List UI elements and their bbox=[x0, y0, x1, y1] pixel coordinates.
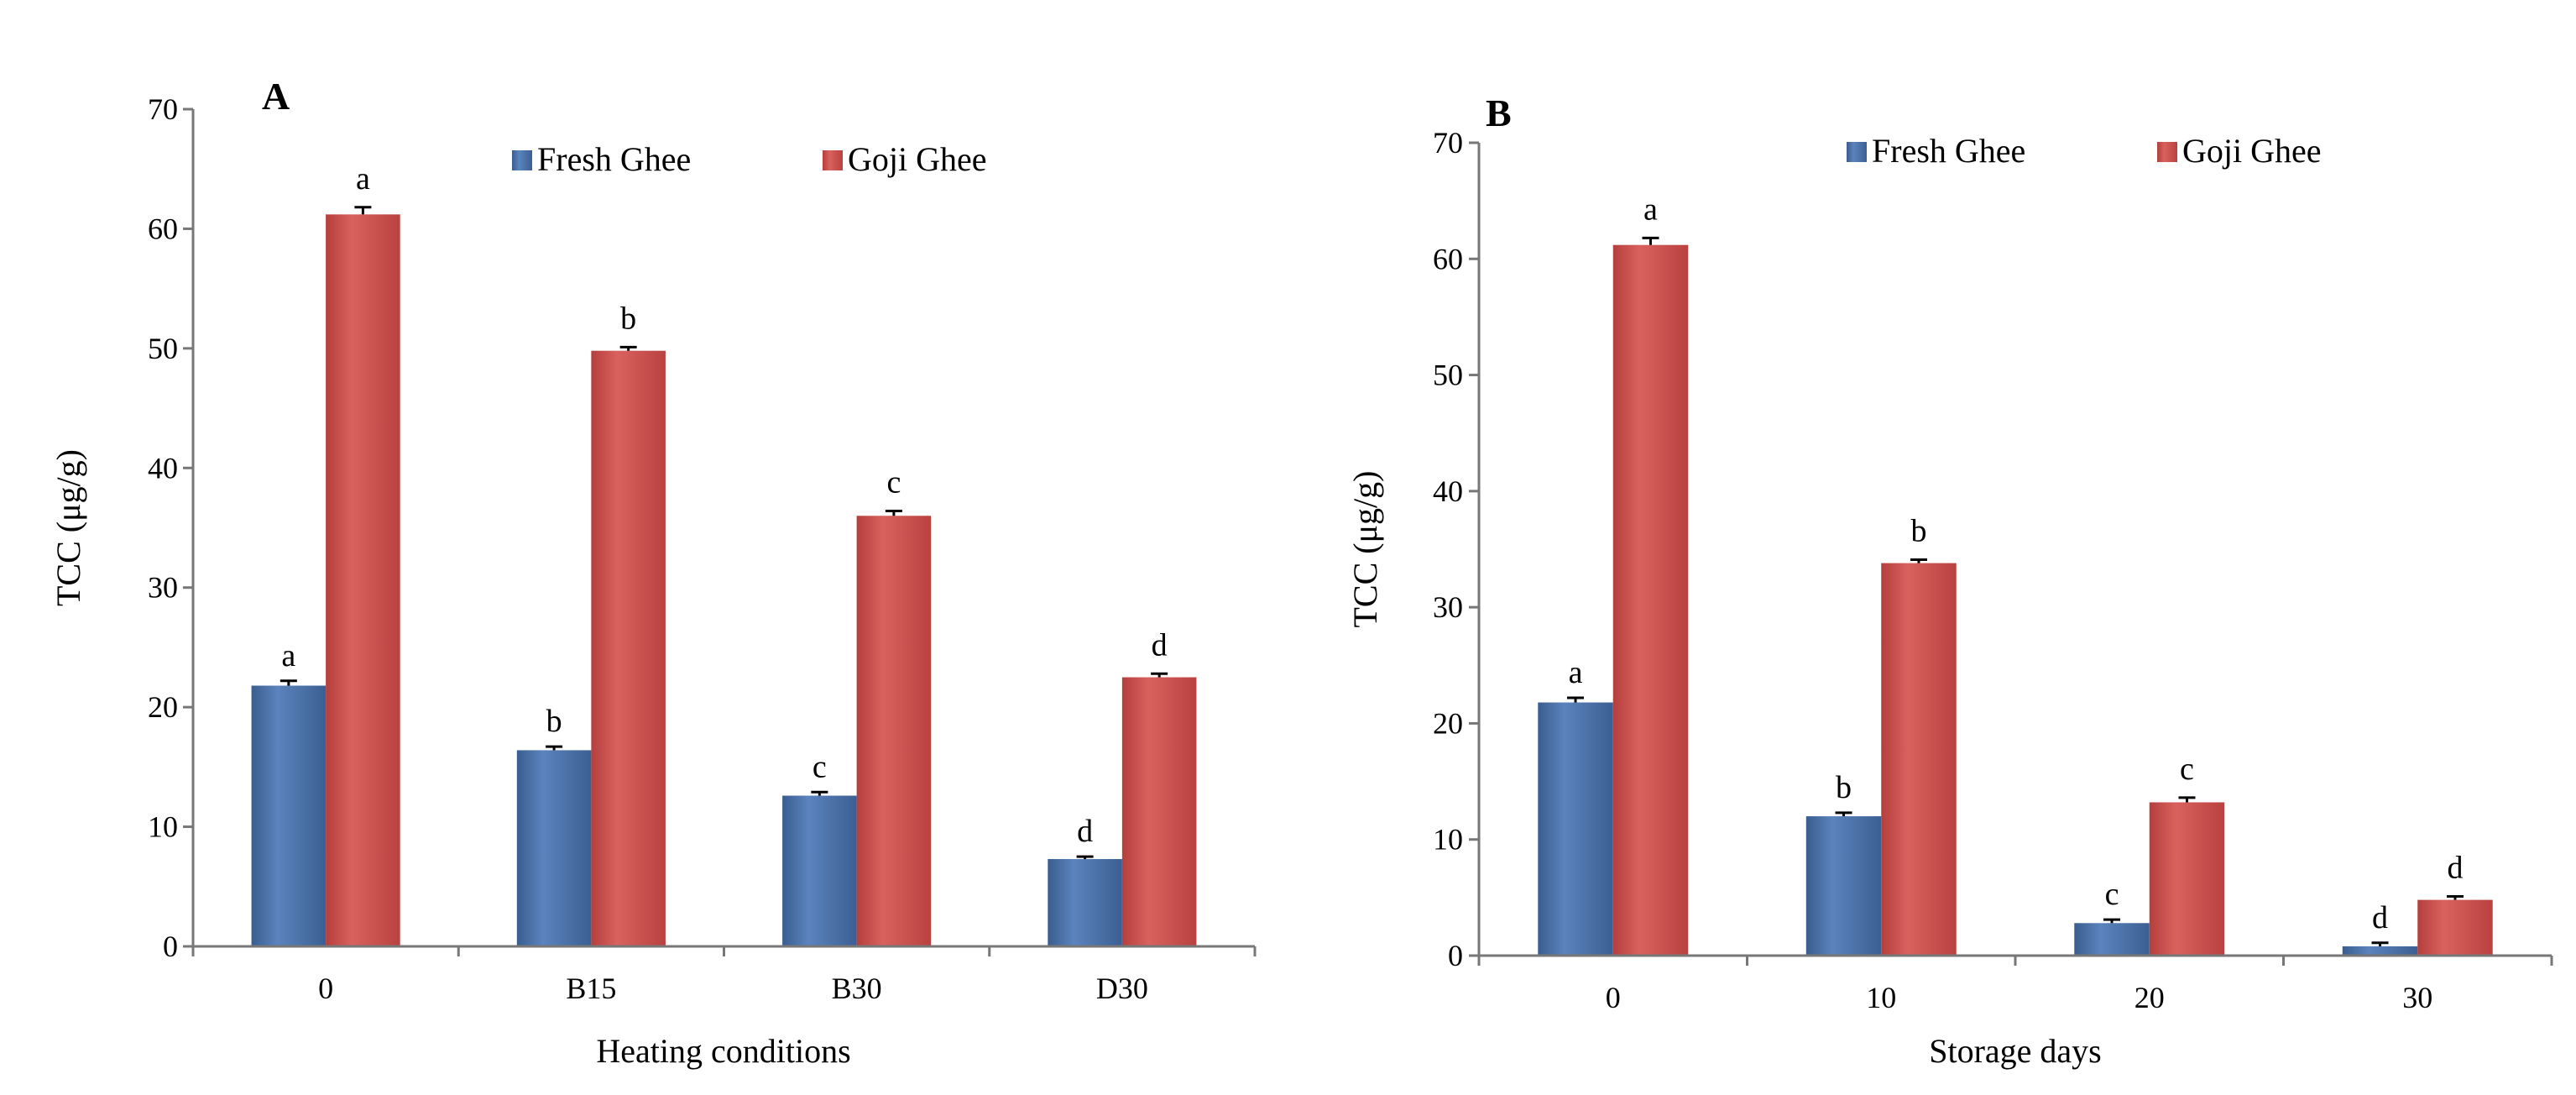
y-tick-label: 10 bbox=[1433, 823, 1463, 857]
y-tick-label: 0 bbox=[163, 930, 178, 963]
bar-goji-ghee-2 bbox=[856, 516, 932, 946]
legend-swatch bbox=[823, 150, 843, 170]
significance-letter-0-0: a bbox=[281, 638, 295, 673]
significance-letter-1-0: a bbox=[356, 161, 370, 196]
y-tick-label: 40 bbox=[148, 451, 178, 485]
bar-goji-ghee-0 bbox=[326, 214, 400, 946]
chart-panel-b: a b c d a b c d 0 10 20 30 40 50 60 70 0 10 20 30 Storage da… bbox=[1346, 92, 2553, 1070]
bar-fresh-ghee-3 bbox=[1048, 859, 1122, 946]
bar-goji-ghee-1 bbox=[591, 350, 666, 947]
significance-letter-0-1: b bbox=[546, 704, 562, 739]
legend-label: Fresh Ghee bbox=[537, 140, 691, 178]
legend-swatch bbox=[1847, 142, 1867, 162]
significance-letter-1-3: d bbox=[1152, 627, 1168, 663]
bar-goji-ghee-1 bbox=[1881, 563, 1957, 956]
bar-fresh-ghee-0 bbox=[251, 685, 327, 946]
bar-goji-ghee-2 bbox=[2149, 802, 2225, 956]
y-tick-label: 30 bbox=[148, 571, 178, 605]
significance-letter-1-3: d bbox=[2447, 850, 2463, 885]
y-tick-label: 70 bbox=[1433, 126, 1463, 160]
legend-label: Goji Ghee bbox=[2182, 132, 2322, 170]
y-tick-label: 30 bbox=[1433, 590, 1463, 624]
panel-label: B bbox=[1486, 92, 1512, 134]
significance-letter-1-0: a bbox=[1643, 191, 1658, 227]
x-tick-label: D30 bbox=[1096, 972, 1148, 1005]
significance-letter-0-2: c bbox=[813, 749, 827, 784]
x-axis-title: Storage days bbox=[1929, 1032, 2102, 1070]
y-tick-label: 10 bbox=[148, 810, 178, 844]
bar-fresh-ghee-1 bbox=[1805, 816, 1882, 956]
legend-label: Goji Ghee bbox=[848, 140, 987, 178]
y-axis-title: TCC (μg/g) bbox=[1346, 471, 1384, 628]
bar-fresh-ghee-2 bbox=[2074, 923, 2150, 956]
y-axis-title: TCC (μg/g) bbox=[50, 449, 87, 606]
y-tick-label: 60 bbox=[148, 212, 178, 245]
y-tick-label: 0 bbox=[1448, 939, 1463, 972]
legend-swatch bbox=[512, 150, 532, 170]
bar-fresh-ghee-0 bbox=[1538, 702, 1613, 956]
y-tick-label: 20 bbox=[1433, 706, 1463, 740]
y-tick-label: 40 bbox=[1433, 474, 1463, 508]
x-tick-label: 0 bbox=[318, 972, 333, 1005]
significance-letter-1-1: b bbox=[620, 301, 636, 336]
x-tick-label: 10 bbox=[1866, 981, 1896, 1014]
x-tick-label: 30 bbox=[2402, 981, 2432, 1014]
bar-goji-ghee-3 bbox=[2417, 899, 2493, 956]
bar-fresh-ghee-3 bbox=[2342, 946, 2418, 956]
bar-goji-ghee-0 bbox=[1612, 244, 1689, 956]
x-tick-label: 0 bbox=[1606, 981, 1621, 1014]
x-tick-label: 20 bbox=[2134, 981, 2165, 1014]
legend-label: Fresh Ghee bbox=[1872, 132, 2025, 170]
significance-letter-1-2: c bbox=[886, 465, 901, 500]
y-tick-label: 70 bbox=[148, 92, 178, 126]
x-tick-label: B15 bbox=[566, 972, 616, 1005]
y-tick-label: 60 bbox=[1433, 242, 1463, 275]
significance-letter-1-1: b bbox=[1910, 513, 1926, 548]
bar-fresh-ghee-1 bbox=[516, 750, 592, 946]
y-tick-label: 50 bbox=[1433, 359, 1463, 392]
bar-goji-ghee-3 bbox=[1121, 677, 1197, 946]
panel-label: A bbox=[262, 75, 290, 118]
legend-swatch bbox=[2157, 142, 2177, 162]
x-axis-title: Heating conditions bbox=[596, 1032, 850, 1070]
significance-letter-0-3: d bbox=[2372, 900, 2388, 935]
significance-letter-0-2: c bbox=[2105, 877, 2119, 912]
y-tick-label: 50 bbox=[148, 332, 178, 365]
significance-letter-1-2: c bbox=[2180, 752, 2194, 787]
bar-fresh-ghee-2 bbox=[782, 795, 857, 946]
significance-letter-0-3: d bbox=[1077, 814, 1093, 849]
y-tick-label: 20 bbox=[148, 690, 178, 724]
significance-letter-0-1: b bbox=[1836, 770, 1852, 805]
x-tick-label: B30 bbox=[832, 972, 882, 1005]
significance-letter-0-0: a bbox=[1569, 655, 1583, 690]
chart-panel-a: a b c d a b c d 0 10 20 30 40 50 60 70 0 B15 B30 D30 Heating… bbox=[50, 75, 1257, 1070]
